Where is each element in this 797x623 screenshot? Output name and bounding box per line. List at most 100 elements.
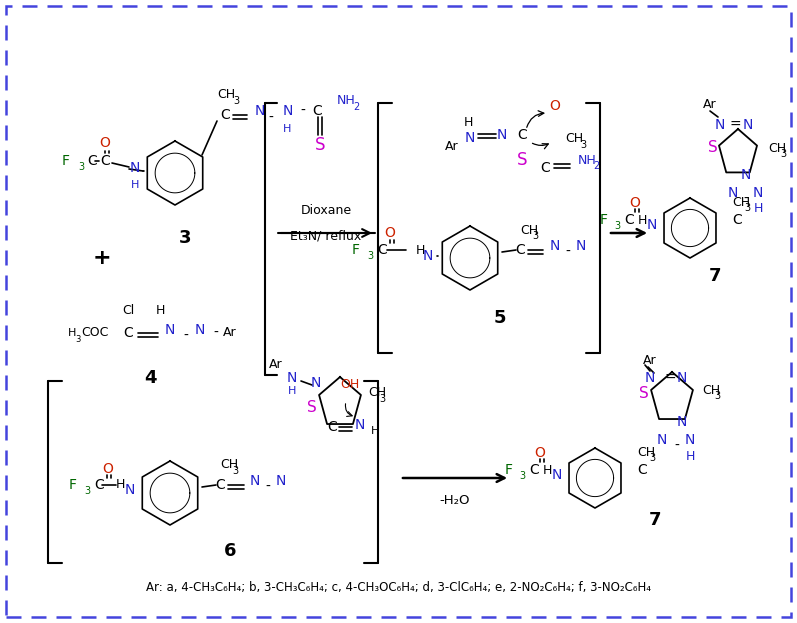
Text: F: F — [505, 463, 513, 477]
Text: S: S — [307, 401, 317, 416]
Text: 3: 3 — [614, 221, 620, 231]
Text: N: N — [250, 474, 261, 488]
Text: -: - — [269, 111, 273, 125]
Text: O: O — [550, 99, 560, 113]
Text: H: H — [371, 426, 379, 436]
Text: CH: CH — [217, 88, 235, 102]
Text: S: S — [315, 136, 325, 154]
Text: 3: 3 — [580, 140, 586, 150]
Text: Dioxane: Dioxane — [300, 204, 351, 217]
Text: Ar: Ar — [223, 326, 237, 340]
Text: N: N — [276, 474, 286, 488]
Text: N: N — [647, 218, 658, 232]
Text: 3: 3 — [232, 466, 238, 476]
Text: Ar: Ar — [269, 358, 283, 371]
Text: N: N — [550, 239, 560, 253]
Text: =: = — [664, 371, 676, 385]
Text: -: - — [674, 439, 679, 453]
Text: H: H — [155, 305, 165, 318]
Text: 5: 5 — [494, 309, 506, 327]
Text: N: N — [465, 131, 475, 145]
Text: O: O — [100, 136, 111, 150]
Text: C: C — [529, 463, 539, 477]
Text: F: F — [62, 154, 70, 168]
Text: H: H — [685, 450, 695, 462]
Text: C: C — [123, 326, 133, 340]
Text: C: C — [87, 154, 96, 168]
Text: NH: NH — [337, 95, 355, 108]
Text: C: C — [100, 154, 110, 168]
Text: O: O — [630, 196, 641, 210]
Text: N: N — [645, 371, 655, 385]
Text: 2: 2 — [593, 161, 599, 171]
Text: -: - — [565, 245, 570, 259]
Text: N: N — [311, 376, 321, 390]
Text: N: N — [728, 186, 738, 200]
Text: =: = — [729, 118, 741, 132]
Text: N: N — [497, 128, 507, 142]
Text: 7: 7 — [649, 511, 662, 529]
Text: N: N — [255, 104, 265, 118]
Text: COC: COC — [81, 326, 108, 340]
Text: O: O — [535, 446, 545, 460]
Text: N: N — [125, 483, 135, 497]
Text: 3: 3 — [532, 231, 538, 241]
Text: N: N — [753, 186, 764, 200]
Text: C: C — [515, 243, 525, 257]
Text: N: N — [165, 323, 175, 337]
Text: -: - — [744, 192, 748, 206]
Text: Ar: Ar — [643, 354, 657, 368]
Text: 3: 3 — [714, 391, 720, 401]
Text: C: C — [637, 463, 646, 477]
Text: H: H — [638, 214, 646, 227]
Text: N: N — [423, 249, 434, 263]
Text: 4: 4 — [143, 369, 156, 387]
Text: H: H — [542, 464, 552, 477]
Text: N: N — [576, 239, 587, 253]
Text: N: N — [657, 433, 667, 447]
Text: +: + — [92, 248, 112, 268]
Text: 3: 3 — [84, 486, 90, 496]
Text: H: H — [131, 180, 139, 190]
Text: Ar: a, 4-CH₃C₆H₄; b, 3-CH₃C₆H₄; c, 4-CH₃OC₆H₄; d, 3-ClC₆H₄; e, 2-NO₂C₆H₄; f, 3-N: Ar: a, 4-CH₃C₆H₄; b, 3-CH₃C₆H₄; c, 4-CH₃… — [146, 581, 651, 594]
Text: N: N — [552, 468, 562, 482]
Text: C: C — [540, 161, 550, 175]
Text: -H₂O: -H₂O — [440, 495, 470, 508]
Text: 3: 3 — [744, 203, 750, 213]
Text: 3: 3 — [367, 251, 373, 261]
Text: N: N — [355, 418, 365, 432]
Text: H: H — [116, 478, 124, 492]
Text: S: S — [708, 141, 718, 156]
Text: C: C — [732, 213, 742, 227]
Text: C: C — [220, 108, 230, 122]
Text: N: N — [283, 104, 293, 118]
Text: N: N — [677, 371, 687, 385]
Text: N: N — [130, 161, 140, 175]
Text: Cl: Cl — [122, 305, 134, 318]
Text: 3: 3 — [75, 335, 80, 343]
Text: C: C — [215, 478, 225, 492]
Text: N: N — [677, 415, 687, 429]
Text: F: F — [69, 478, 77, 492]
Text: N: N — [195, 323, 206, 337]
Text: 3: 3 — [519, 471, 525, 481]
Text: OH: OH — [340, 379, 359, 391]
Text: C: C — [327, 420, 337, 434]
Text: 3: 3 — [379, 394, 385, 404]
Text: 7: 7 — [709, 267, 721, 285]
Text: CH: CH — [637, 445, 655, 459]
Text: C: C — [517, 128, 527, 142]
Text: -: - — [265, 480, 270, 494]
Text: H: H — [415, 244, 425, 257]
Text: H: H — [463, 117, 473, 130]
Text: CH: CH — [220, 459, 238, 472]
Text: F: F — [600, 213, 608, 227]
Text: CH: CH — [565, 131, 583, 145]
Text: S: S — [516, 151, 528, 169]
Text: CH: CH — [768, 141, 786, 155]
Text: 3: 3 — [179, 229, 191, 247]
Text: CH: CH — [368, 386, 386, 399]
Text: Ar: Ar — [703, 98, 717, 112]
Text: O: O — [385, 226, 395, 240]
Text: -: - — [183, 329, 188, 343]
